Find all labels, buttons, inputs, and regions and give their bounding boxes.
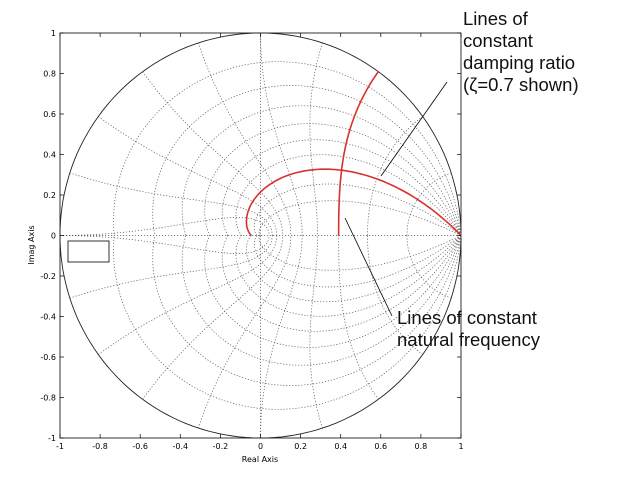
y-tick-label: -0.2 — [40, 272, 56, 281]
natural-frequency-gridline — [260, 33, 303, 236]
y-tick-label: -0.6 — [40, 353, 56, 362]
y-tick-label: 0.8 — [43, 70, 56, 79]
x-tick-label: -0.4 — [172, 442, 188, 451]
damping-ratio-gridline — [204, 235, 462, 348]
damping-ratio-gridline — [258, 200, 462, 236]
natural-frequency-gridline — [98, 235, 278, 355]
x-tick-label: -0.2 — [213, 442, 229, 451]
damping-ratio-gridline — [235, 235, 462, 317]
damping-annotation-arrow — [380, 81, 448, 177]
damping-ratio-gridline — [246, 235, 462, 303]
natural-frequency-gridline — [406, 172, 452, 236]
natural-frequency-gridline — [60, 217, 270, 236]
y-tick-label: -0.4 — [40, 313, 56, 322]
natural-frequency-gridline — [309, 235, 323, 429]
y-tick-label: -1 — [48, 434, 56, 443]
damping-ratio-gridline — [152, 235, 462, 386]
damping-annotation-line: Lines of — [463, 8, 528, 29]
damping-annotation-line: (ζ=0.7 shown) — [463, 74, 579, 95]
natural-frequency-gridline — [367, 116, 423, 236]
natural-frequency-gridline — [60, 235, 270, 254]
damping-annotation-line: constant — [463, 30, 533, 51]
legend-box — [67, 240, 110, 263]
y-tick-label: 0.6 — [43, 110, 56, 119]
damping-ratio-gridline — [253, 235, 462, 288]
grid-lines — [59, 32, 462, 439]
natural-frequency-gridline — [198, 235, 292, 429]
natural-frequency-gridline — [69, 172, 273, 236]
natural-frequency-gridline — [69, 235, 273, 299]
natural-frequency-gridline — [142, 235, 284, 400]
x-tick-label: 1 — [458, 442, 463, 451]
x-tick-label: 0.8 — [415, 442, 428, 451]
damping-ratio-gridline — [235, 154, 462, 236]
damping-ratio-gridline — [113, 61, 462, 236]
damping-ratio-gridline — [152, 85, 462, 236]
damping-ratio-gridline — [113, 235, 462, 410]
damping-ratio-gridline — [253, 183, 462, 236]
x-tick-label: -0.6 — [132, 442, 148, 451]
frequency-annotation-line: natural frequency — [397, 329, 540, 350]
frequency-annotation-arrow — [344, 217, 393, 317]
x-tick-label: 0.4 — [334, 442, 347, 451]
x-tick-label: 0 — [258, 442, 263, 451]
y-tick-label: 0.4 — [43, 151, 56, 160]
x-axis-label: Real Axis — [242, 455, 278, 464]
axis-ticks: -1 -0.8 -0.6 -0.4 -0.2 0 0.2 0.4 0.6 0.8 1 -1 -0.8 -0… — [40, 29, 463, 451]
y-axis-label: Imag Axis — [27, 225, 36, 264]
natural-frequency-gridline — [338, 235, 379, 400]
x-tick-label: -1 — [56, 442, 64, 451]
y-tick-label: 0.2 — [43, 191, 56, 200]
x-tick-label: 0.6 — [374, 442, 387, 451]
natural-frequency-gridline — [309, 42, 323, 236]
natural-frequency-gridline — [142, 71, 284, 236]
x-tick-label: 0.2 — [294, 442, 307, 451]
natural-frequency-gridline — [198, 42, 292, 236]
natural-frequency-gridline — [98, 116, 278, 236]
damping-ratio-gridline — [258, 235, 462, 271]
y-tick-label: -0.8 — [40, 394, 56, 403]
highlighted-damping-ratio-curve — [245, 168, 462, 237]
damping-ratio-gridline — [181, 235, 462, 366]
natural-frequency-annotation: Lines of constant natural frequency — [397, 307, 540, 351]
y-tick-label: 1 — [51, 29, 56, 38]
damping-annotation-line: damping ratio — [463, 52, 576, 73]
damping-ratio-gridline — [181, 105, 462, 236]
highlighted-natural-frequency-curve — [337, 71, 380, 236]
highlighted-lines — [245, 71, 462, 237]
x-tick-label: -0.8 — [92, 442, 108, 451]
natural-frequency-gridline — [406, 235, 452, 299]
damping-ratio-gridline — [221, 139, 462, 236]
damping-ratio-gridline — [204, 123, 462, 236]
y-tick-label: 0 — [51, 232, 56, 241]
damping-ratio-annotation: Lines of constant damping ratio (ζ=0.7 show… — [463, 8, 579, 96]
frequency-annotation-line: Lines of constant — [397, 307, 537, 328]
natural-frequency-gridline — [260, 235, 303, 438]
